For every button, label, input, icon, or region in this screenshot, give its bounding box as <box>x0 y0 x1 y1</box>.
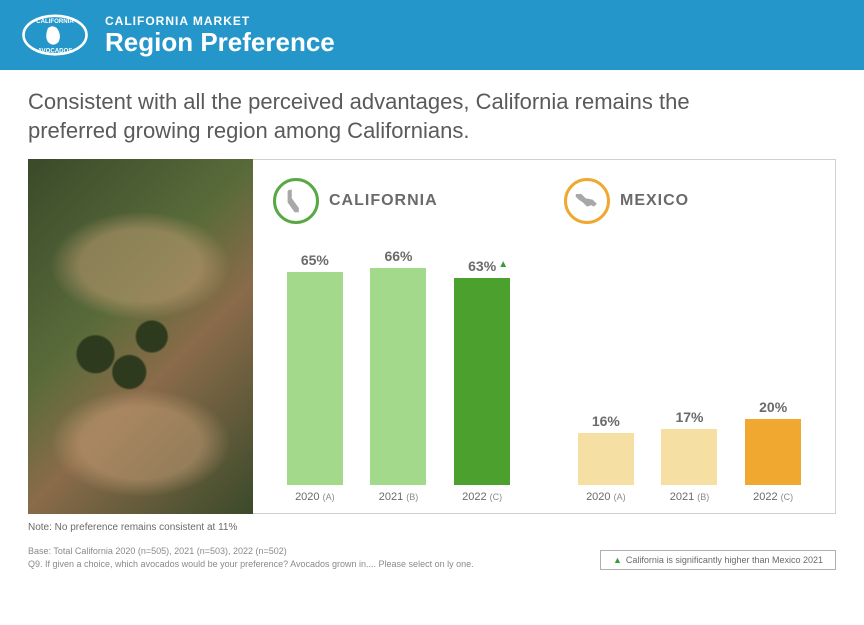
header-overline: CALIFORNIA MARKET <box>105 14 335 28</box>
question-text: Q9. If given a choice, which avocados wo… <box>28 558 474 571</box>
significance-legend: ▲ California is significantly higher tha… <box>600 550 836 570</box>
bars-row: 65% 2020 (A) 66% 2021 (B) 63%▲ 2022 (C) … <box>273 232 815 503</box>
bar-mexico-2022: 20% 2022 (C) <box>742 232 804 503</box>
bar-group-california: 65% 2020 (A) 66% 2021 (B) 63%▲ 2022 (C) <box>273 232 524 503</box>
bar-value-label: 16% <box>592 413 620 429</box>
content-row: CALIFORNIA MEXICO 65% 2020 (A) 66% 2021 (… <box>0 159 864 514</box>
bar-year-label: 2022 (C) <box>462 491 502 503</box>
bar-value-label: 17% <box>675 409 703 425</box>
bar-year-label: 2022 (C) <box>753 491 793 503</box>
region-map-icon <box>564 178 610 224</box>
bar-rect <box>578 433 634 486</box>
bar-rect <box>287 272 343 486</box>
bar-rect <box>370 268 426 485</box>
bar-year-label: 2021 (B) <box>670 491 710 503</box>
region-label: CALIFORNIA <box>329 192 438 210</box>
brand-logo: CALIFORNIA AVOCADOS <box>20 10 90 60</box>
header-title: Region Preference <box>105 28 335 57</box>
region-map-icon <box>273 178 319 224</box>
triangle-icon: ▲ <box>613 555 622 565</box>
region-header-mexico: MEXICO <box>564 178 815 224</box>
footer: Note: No preference remains consistent a… <box>0 514 864 570</box>
bar-rect <box>745 419 801 485</box>
base-text: Base: Total California 2020 (n=505), 202… <box>28 545 474 558</box>
region-label: MEXICO <box>620 192 689 210</box>
header-bar: CALIFORNIA AVOCADOS CALIFORNIA MARKET Reg… <box>0 0 864 70</box>
footer-note: Note: No preference remains consistent a… <box>28 522 836 533</box>
bar-california-2021: 66% 2021 (B) <box>367 232 429 503</box>
bar-value-label: 20% <box>759 399 787 415</box>
bar-mexico-2020: 16% 2020 (A) <box>575 232 637 503</box>
bar-group-mexico: 16% 2020 (A) 17% 2021 (B) 20% 2022 (C) <box>564 232 815 503</box>
svg-text:AVOCADOS: AVOCADOS <box>38 48 73 55</box>
hero-photo <box>28 159 253 514</box>
bar-year-label: 2020 (A) <box>586 491 626 503</box>
region-headers: CALIFORNIA MEXICO <box>273 178 815 224</box>
bar-mexico-2021: 17% 2021 (B) <box>658 232 720 503</box>
header-text: CALIFORNIA MARKET Region Preference <box>105 14 335 57</box>
bar-california-2022: 63%▲ 2022 (C) <box>451 232 513 503</box>
footer-base: Base: Total California 2020 (n=505), 202… <box>28 545 474 570</box>
bar-rect <box>661 429 717 485</box>
svg-text:CALIFORNIA: CALIFORNIA <box>36 18 74 25</box>
bar-year-label: 2020 (A) <box>295 491 335 503</box>
bar-value-label: 66% <box>384 248 412 264</box>
bar-rect <box>454 278 510 485</box>
bar-year-label: 2021 (B) <box>379 491 419 503</box>
bar-value-label: 65% <box>301 252 329 268</box>
bar-value-label: 63%▲ <box>468 258 496 274</box>
chart-area: CALIFORNIA MEXICO 65% 2020 (A) 66% 2021 (… <box>253 159 836 514</box>
significance-icon: ▲ <box>498 259 508 270</box>
subheadline: Consistent with all the perceived advant… <box>0 70 780 159</box>
bar-california-2020: 65% 2020 (A) <box>284 232 346 503</box>
region-header-california: CALIFORNIA <box>273 178 524 224</box>
legend-text: California is significantly higher than … <box>626 555 823 565</box>
